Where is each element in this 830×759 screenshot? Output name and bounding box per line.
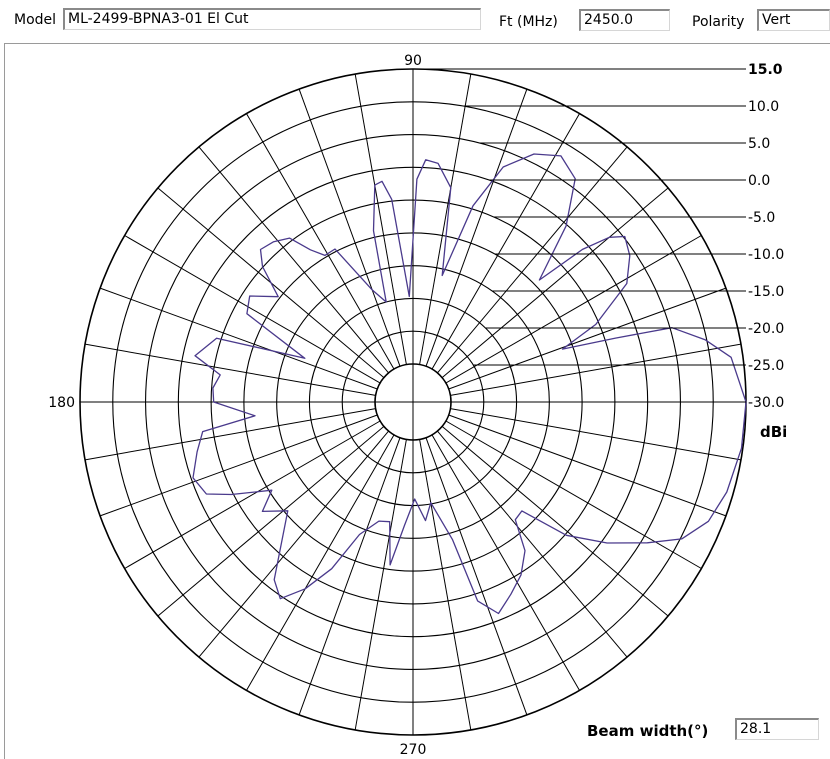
grid-spoke-290	[425, 437, 528, 716]
grid-spoke-200	[99, 414, 378, 517]
frequency-field[interactable]: 2450.0	[579, 9, 670, 31]
grid-spoke-50	[437, 146, 628, 374]
grid-spoke-190	[84, 408, 376, 461]
grid-spoke-40	[441, 187, 669, 378]
beam-width-field[interactable]: 28.1	[735, 718, 819, 740]
grid-spoke-80	[419, 73, 472, 365]
grid-spoke-30	[445, 235, 702, 384]
grid-spoke-230	[198, 430, 389, 658]
grid-spoke-330	[445, 420, 702, 569]
pattern-trace-0	[192, 153, 747, 615]
grid-spoke-340	[448, 414, 727, 517]
model-field[interactable]: ML-2499-BPNA3-01 El Cut	[63, 8, 481, 30]
grid-spoke-210	[124, 420, 381, 569]
grid-spoke-260	[354, 439, 407, 731]
radial-tick-label: 15.0	[748, 62, 783, 78]
grid-spoke-70	[425, 88, 528, 367]
grid-spoke-300	[431, 434, 580, 691]
grid-spoke-170	[84, 343, 376, 396]
model-label: Model	[14, 12, 57, 28]
grid-spoke-350	[450, 408, 742, 461]
grid-spoke-120	[246, 113, 395, 370]
grid-spoke-20	[448, 287, 727, 390]
angle-label-90: 90	[404, 53, 422, 69]
radial-tick-label: 0.0	[748, 173, 770, 189]
radial-tick-label: -20.0	[748, 321, 784, 337]
grid-spoke-10	[450, 343, 742, 396]
radial-tick-label: 10.0	[748, 99, 779, 115]
radial-tick-label: -15.0	[748, 284, 784, 300]
radial-tick-label: -5.0	[748, 210, 775, 226]
grid-spoke-250	[298, 437, 401, 716]
grid-spoke-130	[198, 146, 389, 374]
grid-spoke-100	[354, 73, 407, 365]
grid-spoke-240	[246, 434, 395, 691]
radial-tick-label: 5.0	[748, 136, 770, 152]
axis-labels: 15.0 10.0 5.0 0.0 -5.0 -10.0 -15.0 -20.0 -25.0 -3…	[48, 53, 787, 758]
radial-tick-label: -25.0	[748, 358, 784, 374]
radial-tick-label: -30.0	[748, 395, 784, 411]
grid-spoke-60	[431, 113, 580, 370]
trace-layer	[192, 153, 747, 615]
radial-tick-label: -10.0	[748, 247, 784, 263]
angle-label-180: 180	[48, 395, 75, 411]
beam-width-label: Beam width(°)	[587, 722, 709, 740]
frequency-label: Ft (MHz)	[499, 14, 558, 30]
plot-frame	[4, 43, 830, 759]
grid-spoke-160	[99, 287, 378, 390]
grid-spoke-220	[157, 426, 385, 617]
grid-spoke-280	[419, 439, 472, 731]
unit-label: dBi	[760, 423, 787, 441]
grid-spoke-320	[441, 426, 669, 617]
polarity-label: Polarity	[692, 14, 745, 30]
grid-spoke-310	[437, 430, 628, 658]
grid-spoke-150	[124, 235, 381, 384]
grid-spoke-110	[298, 88, 401, 367]
angle-label-270: 270	[400, 742, 427, 758]
